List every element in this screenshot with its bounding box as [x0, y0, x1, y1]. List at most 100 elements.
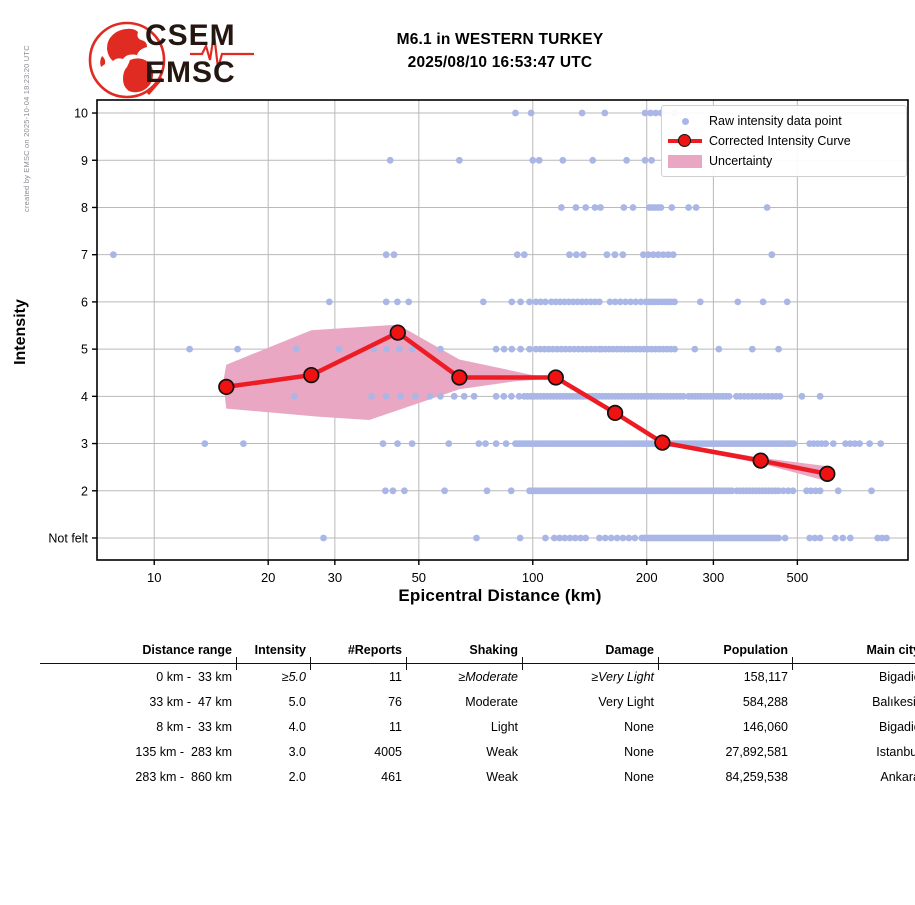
x-tick-label: 200 [636, 570, 658, 585]
raw-data-point [781, 534, 789, 542]
raw-data-point [572, 204, 580, 211]
curve-marker [218, 378, 235, 396]
raw-data-point [325, 298, 333, 306]
logo-text-csem: CSEM [145, 19, 236, 52]
raw-data-point [680, 392, 687, 400]
y-tick-label: 3 [81, 437, 88, 451]
table-cell: ≥Very Light [591, 669, 654, 684]
raw-data-point [868, 487, 875, 495]
raw-data-point [573, 251, 580, 259]
raw-data-point [622, 298, 629, 306]
emsc-logo: CSEM EMSC [88, 8, 263, 106]
y-tick-label: 4 [81, 390, 88, 404]
raw-data-point [379, 440, 387, 447]
curve-marker [606, 404, 624, 422]
raw-data-point [320, 534, 327, 542]
raw-data-point [507, 487, 515, 495]
raw-data-point [582, 204, 590, 211]
raw-data-point [240, 440, 247, 447]
y-tick-label: 7 [81, 248, 88, 262]
raw-data-point [668, 204, 676, 211]
raw-data-point [603, 251, 611, 259]
raw-data-point [577, 534, 584, 542]
raw-data-point [397, 392, 405, 400]
logo-text-emsc: EMSC [145, 56, 236, 89]
raw-data-point [856, 440, 863, 447]
raw-point-swatch-icon [668, 117, 702, 125]
raw-data-point [664, 251, 672, 259]
raw-data-point [542, 298, 549, 306]
raw-data-point [456, 156, 463, 164]
raw-data-point [383, 345, 390, 353]
raw-data-point [110, 251, 117, 259]
raw-data-point [492, 440, 500, 447]
raw-data-point [763, 204, 771, 211]
raw-data-point [691, 345, 699, 353]
raw-data-point [685, 204, 692, 211]
table-cell: 84,259,538 [725, 769, 788, 784]
legend: Raw intensity data point Corrected Inten… [661, 105, 907, 177]
raw-data-point [566, 251, 573, 259]
raw-data-point [671, 298, 678, 306]
raw-data-point [186, 345, 194, 353]
x-tick-label: 20 [261, 570, 275, 585]
raw-data-point [500, 392, 508, 400]
y-tick-label: 6 [81, 295, 88, 309]
table-cell: Weak [486, 769, 518, 784]
raw-data-point [450, 392, 458, 400]
raw-data-point [408, 345, 416, 353]
raw-data-point [789, 487, 797, 495]
table-cell: 0 km - 33 km [156, 669, 232, 684]
raw-data-point [596, 534, 603, 542]
raw-data-point [596, 298, 603, 306]
raw-data-point [382, 251, 390, 259]
raw-data-point [607, 534, 615, 542]
x-tick-label: 30 [328, 570, 342, 585]
raw-data-point [851, 440, 859, 447]
raw-data-point [473, 534, 480, 542]
raw-data-point [513, 251, 521, 259]
x-axis-label: Epicentral Distance (km) [398, 586, 602, 605]
raw-data-point [776, 392, 784, 400]
y-tick-label: 5 [81, 343, 88, 357]
curve-marker [654, 434, 671, 451]
raw-data-point [532, 298, 540, 306]
x-tick-label: 10 [147, 570, 161, 585]
table-cell: ≥Moderate [458, 669, 518, 684]
x-tick-label: 500 [787, 570, 809, 585]
raw-data-point [408, 440, 416, 447]
raw-data-point [508, 298, 516, 306]
raw-data-point [542, 534, 549, 542]
raw-data-point [623, 156, 630, 164]
y-tick-label: 9 [81, 154, 88, 168]
table-cell: 158,117 [743, 669, 788, 684]
raw-data-point [620, 204, 628, 211]
raw-data-point [816, 534, 824, 542]
table-cell: Bigadiç [879, 669, 915, 684]
raw-data-point [516, 534, 524, 542]
y-tick-label: 2 [81, 484, 88, 498]
table-cell: 4005 [374, 744, 402, 759]
raw-data-point [445, 440, 453, 447]
raw-data-point [517, 298, 524, 306]
raw-data-point [601, 109, 609, 117]
raw-data-point [368, 392, 375, 400]
raw-data-point [405, 298, 413, 306]
raw-data-point [775, 487, 782, 495]
raw-data-point [877, 440, 885, 447]
raw-data-point [692, 204, 700, 211]
raw-data-point [561, 534, 569, 542]
y-tick-label: Not felt [48, 531, 88, 545]
curve-marker [451, 369, 468, 386]
table-header-cell: #Reports [310, 637, 407, 670]
y-axis-label: Intensity [12, 299, 29, 365]
raw-data-point [768, 251, 776, 259]
raw-data-point [775, 534, 782, 542]
legend-item-raw: Raw intensity data point [668, 111, 900, 131]
raw-data-point [550, 534, 558, 542]
raw-data-point [591, 204, 599, 211]
intensity-report-table: Distance range Intensity #Reports Shaking Da… [40, 637, 915, 789]
raw-data-point [631, 534, 639, 542]
raw-data-point [566, 534, 574, 542]
raw-data-point [578, 109, 586, 117]
